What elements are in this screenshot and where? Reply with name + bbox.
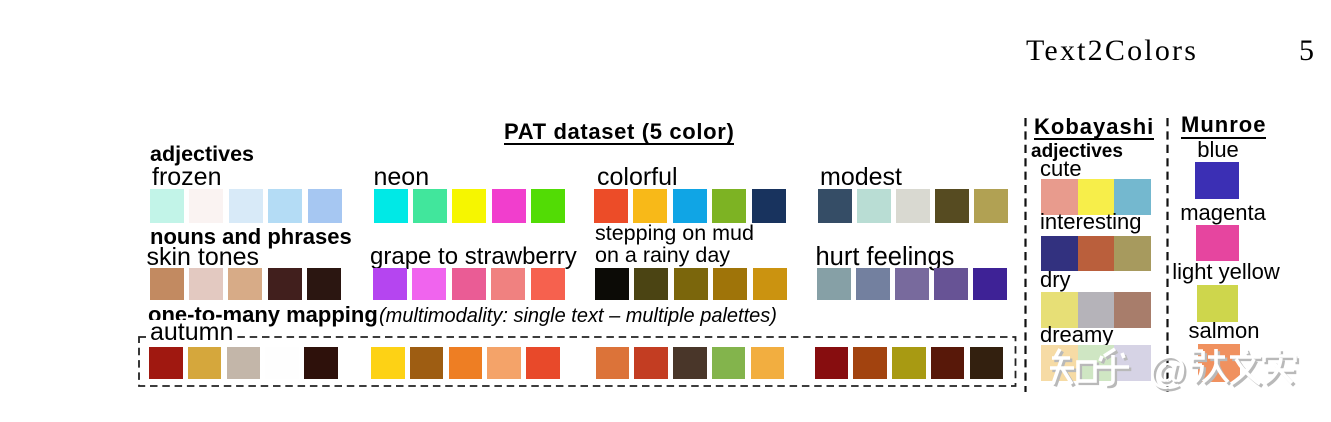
svg-text:@: @ — [1148, 350, 1188, 393]
svg-text:@: @ — [1150, 352, 1190, 395]
